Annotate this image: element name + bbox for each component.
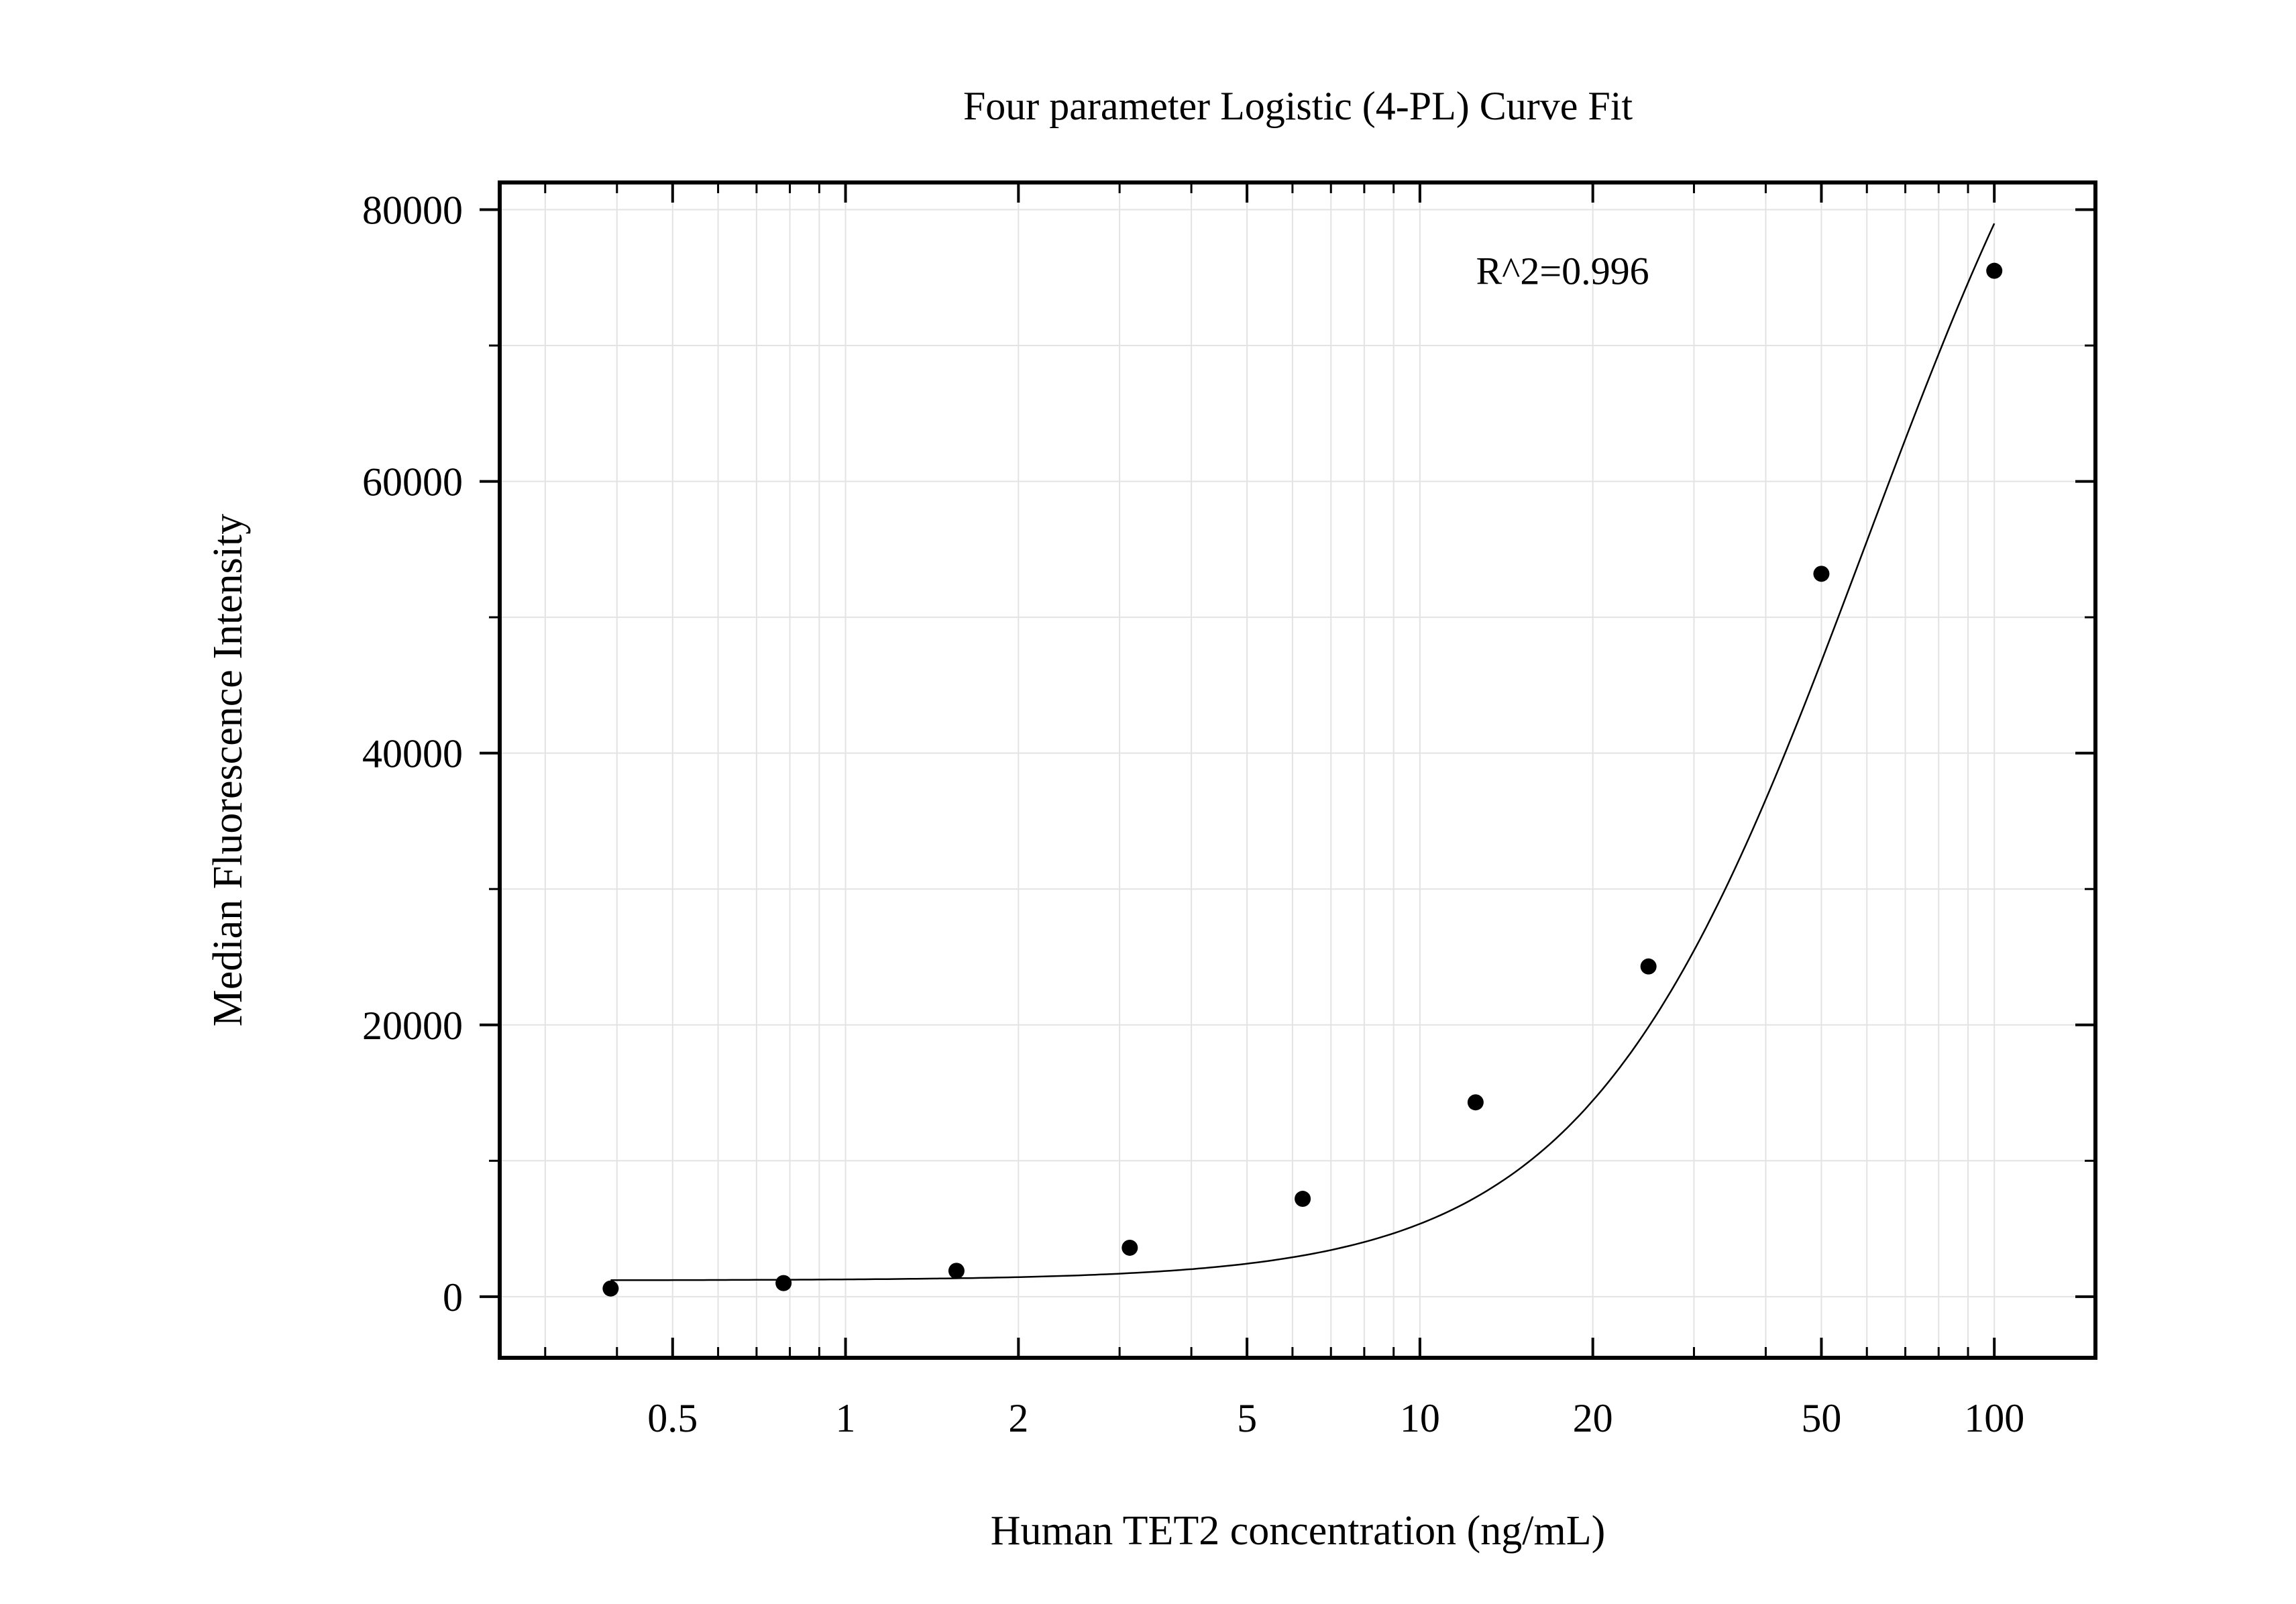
data-point — [1467, 1094, 1484, 1111]
data-point — [948, 1263, 965, 1279]
x-tick-label: 10 — [1400, 1396, 1440, 1440]
data-point — [1986, 262, 2003, 279]
data-points — [602, 262, 2003, 1297]
data-point — [1122, 1239, 1138, 1256]
fit-curve-line — [610, 223, 1996, 1281]
data-point — [1813, 566, 1830, 582]
x-tick-label: 20 — [1573, 1396, 1613, 1440]
data-point — [1640, 958, 1657, 975]
x-tick-label: 1 — [836, 1396, 856, 1440]
r-squared-annotation: R^2=0.996 — [1476, 250, 1649, 293]
y-axis-title: Median Fluorescence Intensity — [205, 514, 251, 1026]
plot-frame — [498, 180, 2097, 1360]
data-point — [775, 1275, 792, 1291]
data-point — [1295, 1191, 1311, 1208]
x-axis: 0.5 1 2 5 10 20 50 100 — [544, 182, 2024, 1440]
x-tick-label: 5 — [1237, 1396, 1257, 1440]
grid — [500, 182, 2095, 1358]
y-axis: 0 20000 40000 60000 80000 — [362, 189, 2095, 1320]
x-tick-label: 2 — [1008, 1396, 1028, 1440]
data-point — [602, 1280, 619, 1297]
x-axis-title: Human TET2 concentration (ng/mL) — [991, 1508, 1606, 1554]
x-tick-label: 0.5 — [647, 1396, 698, 1440]
x-tick-label: 50 — [1801, 1396, 1841, 1440]
chart-title: Four parameter Logistic (4-PL) Curve Fit — [963, 84, 1633, 128]
y-tick-label: 60000 — [362, 460, 463, 504]
y-tick-label: 0 — [443, 1275, 463, 1320]
x-tick-label: 100 — [1964, 1396, 2024, 1440]
y-tick-label: 80000 — [362, 189, 463, 233]
y-tick-label: 20000 — [362, 1004, 463, 1048]
y-tick-label: 40000 — [362, 732, 463, 776]
